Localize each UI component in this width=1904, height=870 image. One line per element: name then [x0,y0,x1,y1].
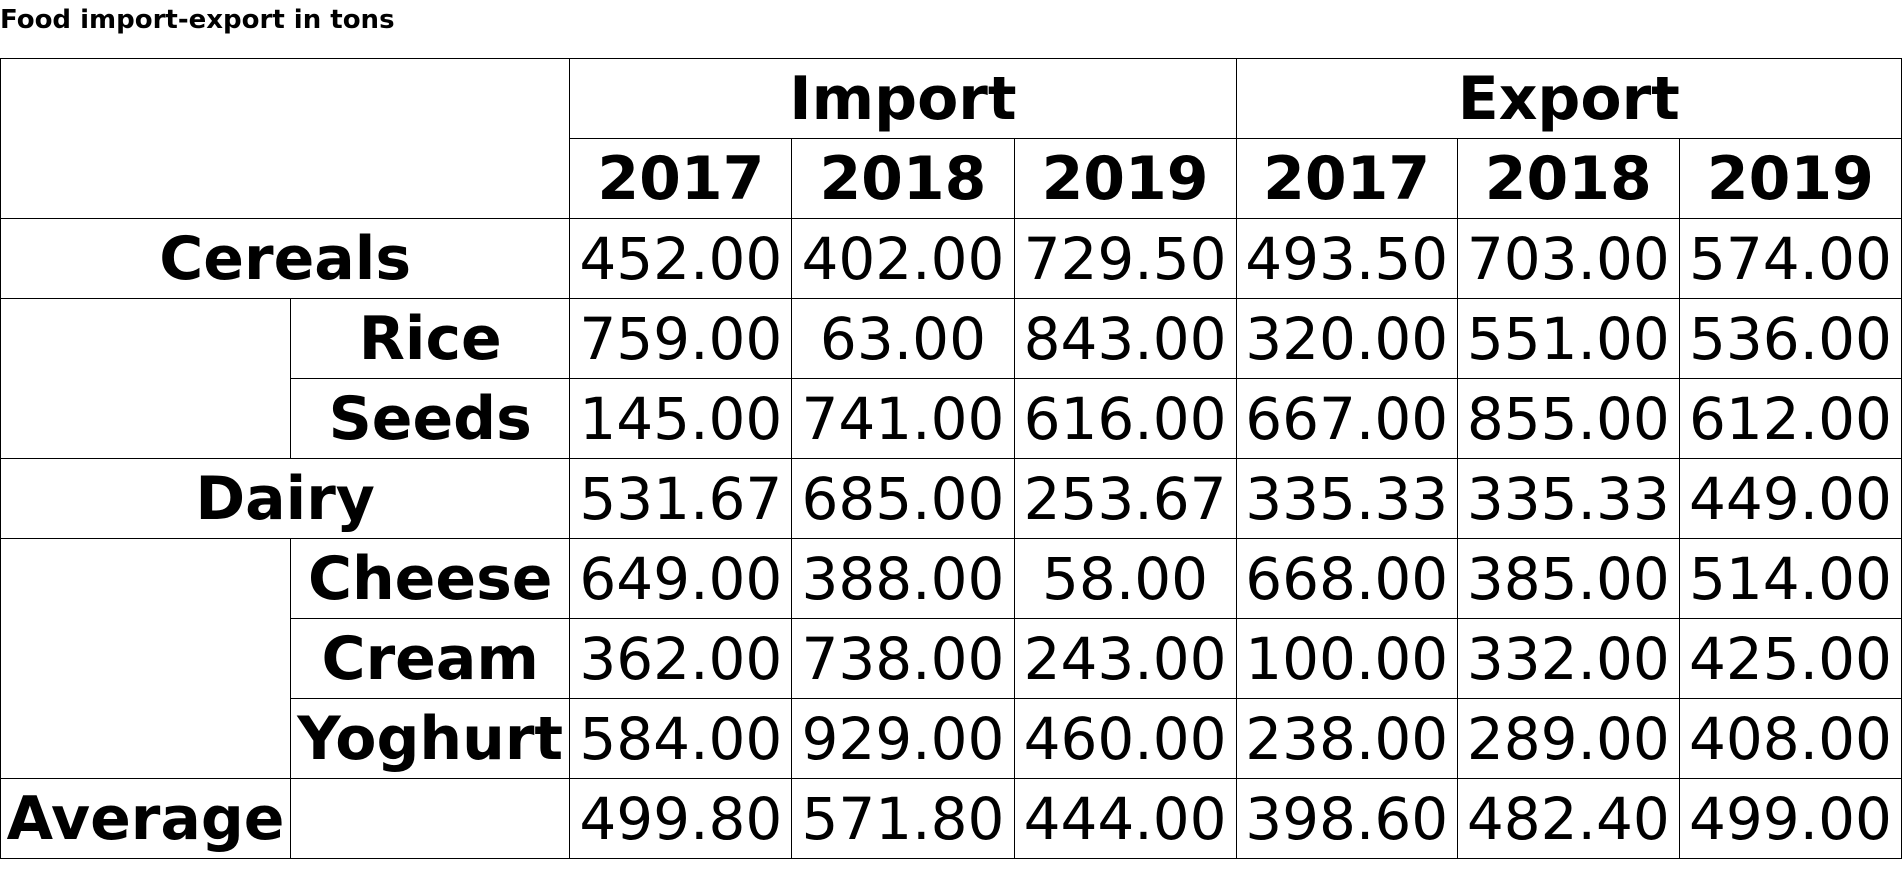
value-cell: 667.00 [1235,378,1458,459]
value-cell: 388.00 [791,538,1015,619]
value-cell: 493.50 [1235,218,1458,299]
value-cell: 452.00 [569,218,793,299]
value-cell: 425.00 [1678,618,1903,699]
year-header: 2018 [791,138,1015,219]
year-header: 2017 [569,138,793,219]
value-cell: 843.00 [1013,298,1237,379]
value-cell: 759.00 [569,298,793,379]
value-cell: 574.00 [1678,218,1903,299]
value-cell: 332.00 [1456,618,1680,699]
year-header: 2019 [1013,138,1237,219]
table: Import Export 2017 2018 2019 2017 2018 2019 Cere… [0,58,1903,859]
value-cell: 335.33 [1235,458,1458,539]
value-cell: 449.00 [1678,458,1903,539]
value-cell: 320.00 [1235,298,1458,379]
header-row: Import Export [0,58,1903,219]
category-label: Cereals [0,218,571,299]
value-cell: 408.00 [1678,698,1903,779]
footer-row: Average 499.80 571.80 444.00 398.60 482.40 499… [0,778,1903,859]
value-cell: 584.00 [569,698,793,779]
item-label: Seeds [290,378,571,459]
item-row: Cheese 649.00 388.00 58.00 668.00 385.00 514.0… [0,538,1903,779]
value-cell: 571.80 [791,778,1015,859]
indent-cell [0,538,292,779]
value-cell: 362.00 [569,618,793,699]
value-cell: 335.33 [1456,458,1680,539]
year-header: 2017 [1235,138,1458,219]
value-cell: 741.00 [791,378,1015,459]
footer-label: Average [0,778,292,859]
value-cell: 738.00 [791,618,1015,699]
group-header: Export [1235,58,1903,139]
value-cell: 536.00 [1678,298,1903,379]
empty-cell [290,778,571,859]
value-cell: 612.00 [1678,378,1903,459]
value-cell: 649.00 [569,538,793,619]
value-cell: 668.00 [1235,538,1458,619]
item-label: Yoghurt [290,698,571,779]
value-cell: 729.50 [1013,218,1237,299]
value-cell: 444.00 [1013,778,1237,859]
value-cell: 514.00 [1678,538,1903,619]
value-cell: 499.80 [569,778,793,859]
corner-cell [0,58,571,219]
value-cell: 855.00 [1456,378,1680,459]
value-cell: 685.00 [791,458,1015,539]
value-cell: 482.40 [1456,778,1680,859]
value-cell: 385.00 [1456,538,1680,619]
item-row: Seeds 145.00 741.00 616.00 667.00 855.00 612.0… [1,378,1903,459]
value-cell: 145.00 [569,378,793,459]
value-cell: 616.00 [1013,378,1237,459]
value-cell: 551.00 [1456,298,1680,379]
item-label: Cream [290,618,571,699]
value-cell: 238.00 [1235,698,1458,779]
item-row: Yoghurt 584.00 929.00 460.00 238.00 289.00 408… [1,698,1903,779]
value-cell: 398.60 [1235,778,1458,859]
value-cell: 929.00 [791,698,1015,779]
value-cell: 243.00 [1013,618,1237,699]
value-cell: 531.67 [569,458,793,539]
year-header: 2019 [1678,138,1903,219]
item-row: Rice 759.00 63.00 843.00 320.00 551.00 536.00 [0,298,1903,459]
category-label: Dairy [0,458,571,539]
category-row: Dairy 531.67 685.00 253.67 335.33 335.33 449.0… [0,458,1903,539]
value-cell: 460.00 [1013,698,1237,779]
table-body: Import Export 2017 2018 2019 2017 2018 2019 Cere… [0,58,1903,859]
value-cell: 499.00 [1678,778,1903,859]
value-cell: 63.00 [791,298,1015,379]
group-header: Import [569,58,1237,139]
year-header: 2018 [1456,138,1680,219]
value-cell: 703.00 [1456,218,1680,299]
category-row: Cereals 452.00 402.00 729.50 493.50 703.00 574… [0,218,1903,299]
value-cell: 100.00 [1235,618,1458,699]
value-cell: 402.00 [791,218,1015,299]
item-label: Cheese [290,538,571,619]
indent-cell [0,298,292,459]
item-row: Cream 362.00 738.00 243.00 100.00 332.00 425.0… [1,618,1903,699]
item-label: Rice [290,298,571,379]
value-cell: 58.00 [1013,538,1237,619]
title: Food import-export in tons [0,5,395,35]
value-cell: 253.67 [1013,458,1237,539]
value-cell: 289.00 [1456,698,1680,779]
